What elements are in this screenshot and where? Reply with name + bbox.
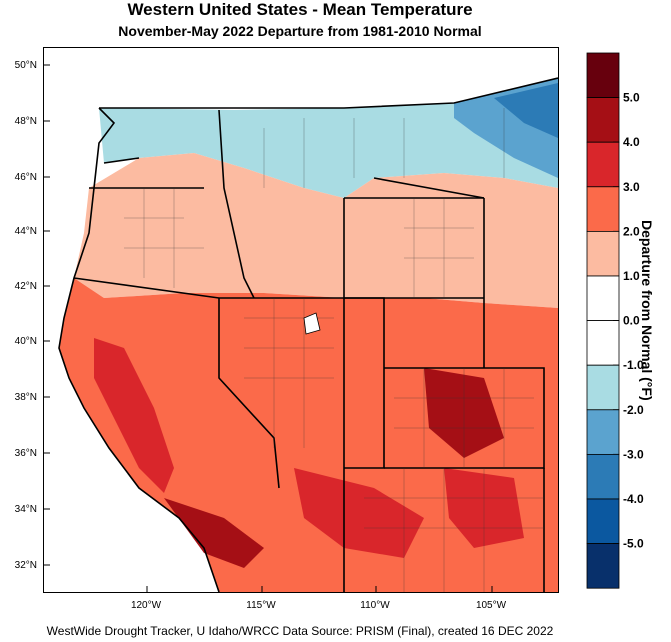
lon-label-115w: 115°W bbox=[246, 600, 276, 611]
legend-swatch bbox=[586, 320, 620, 366]
temperature-departure-map bbox=[44, 48, 558, 592]
legend-label: -2.0 bbox=[623, 403, 644, 417]
montana-cold-core bbox=[494, 83, 558, 138]
legend-swatch bbox=[586, 453, 620, 500]
lat-label-50n: 50°N bbox=[15, 60, 37, 71]
lat-label-46n: 46°N bbox=[15, 172, 37, 183]
footer-credit: WestWide Drought Tracker, U Idaho/WRCC D… bbox=[46, 624, 554, 638]
lat-label-48n: 48°N bbox=[15, 116, 37, 127]
legend-label: -3.0 bbox=[623, 447, 644, 461]
longitude-ticks bbox=[146, 586, 493, 592]
legend-colorbar: 5.04.03.02.01.00.0-1.0-2.0-3.0-4.0-5.0 bbox=[586, 52, 644, 589]
map-title: Western United States - Mean Temperature bbox=[127, 0, 473, 19]
lon-label-105w: 105°W bbox=[476, 600, 507, 611]
legend-swatch bbox=[586, 52, 620, 98]
legend-label: -5.0 bbox=[623, 537, 644, 551]
pacific-ocean bbox=[44, 48, 219, 592]
coastline bbox=[58, 107, 220, 592]
legend-label: 1.0 bbox=[623, 269, 640, 283]
legend-swatch bbox=[586, 97, 620, 143]
legend-label: 5.0 bbox=[623, 91, 640, 105]
legend-label: 3.0 bbox=[623, 180, 640, 194]
lat-label-32n: 32°N bbox=[15, 560, 37, 571]
latitude-ticks bbox=[44, 64, 50, 566]
socal-hotspot bbox=[164, 498, 264, 568]
county-boundaries bbox=[124, 108, 544, 592]
canada-region bbox=[74, 48, 558, 110]
north-cool-anomaly bbox=[99, 78, 558, 198]
lon-label-120w: 120°W bbox=[131, 600, 162, 611]
lat-label-36n: 36°N bbox=[15, 448, 37, 459]
legend-swatch bbox=[586, 364, 620, 411]
map-subtitle: November-May 2022 Departure from 1981-20… bbox=[118, 23, 482, 39]
lat-label-38n: 38°N bbox=[15, 392, 37, 403]
legend-label: 2.0 bbox=[623, 224, 640, 238]
legend-swatch bbox=[586, 141, 620, 188]
legend-swatch bbox=[586, 543, 620, 589]
legend-swatch bbox=[586, 409, 620, 455]
legend-units-label: Departure from Normal (°F) bbox=[639, 220, 655, 401]
central-neutral-warm bbox=[74, 153, 558, 308]
legend-label: 0.0 bbox=[623, 314, 640, 328]
lat-label-42n: 42°N bbox=[15, 281, 37, 292]
lat-label-34n: 34°N bbox=[15, 504, 37, 515]
lat-label-40n: 40°N bbox=[15, 336, 37, 347]
lat-label-44n: 44°N bbox=[15, 226, 37, 237]
legend-swatch bbox=[586, 498, 620, 544]
legend-swatch bbox=[586, 186, 620, 232]
california-hotspot bbox=[94, 338, 174, 493]
legend-swatch bbox=[586, 275, 620, 321]
arizona-hotspot bbox=[294, 468, 424, 558]
legend-label: -4.0 bbox=[623, 492, 644, 506]
lon-label-110w: 110°W bbox=[360, 600, 390, 611]
map-panel bbox=[43, 47, 559, 593]
legend-label: 4.0 bbox=[623, 135, 640, 149]
great-salt-lake bbox=[303, 312, 321, 335]
legend-swatch bbox=[586, 230, 620, 277]
